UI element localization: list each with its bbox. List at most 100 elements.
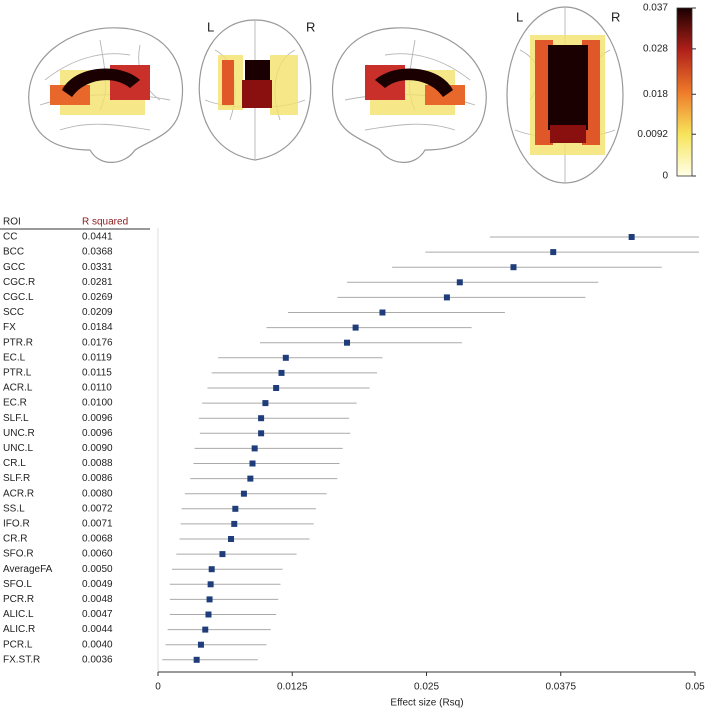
point-estimate xyxy=(249,460,256,467)
colorbar-tick-label: 0.0092 xyxy=(637,129,668,140)
colorbar xyxy=(676,7,693,177)
point-estimate xyxy=(550,249,557,256)
point-estimate xyxy=(258,430,265,437)
value-label: 0.0115 xyxy=(82,368,112,379)
point-estimate xyxy=(352,324,359,331)
point-estimate xyxy=(344,339,351,346)
value-label: 0.0119 xyxy=(82,352,112,363)
roi-label: PCR.R xyxy=(3,594,34,605)
value-label: 0.0088 xyxy=(82,458,113,469)
colorbar-tick-label: 0 xyxy=(662,171,668,182)
roi-label: EC.R xyxy=(3,398,27,409)
roi-label: UNC.L xyxy=(3,443,33,454)
value-label: 0.0441 xyxy=(82,232,113,243)
value-label: 0.0049 xyxy=(82,579,113,590)
roi-label: SFO.R xyxy=(3,549,34,560)
roi-label: CGC.R xyxy=(3,277,35,288)
point-estimate xyxy=(232,505,239,512)
value-label: 0.0110 xyxy=(82,383,112,394)
point-estimate xyxy=(510,264,517,271)
roi-label: UNC.R xyxy=(3,428,35,439)
roi-label: ACR.R xyxy=(3,488,34,499)
value-label: 0.0044 xyxy=(82,624,113,635)
value-label: 0.0060 xyxy=(82,549,113,560)
roi-label: SS.L xyxy=(3,503,25,514)
roi-label: ALIC.R xyxy=(3,624,35,635)
colorbar-tick-label: 0.028 xyxy=(643,44,668,55)
roi-label: CC xyxy=(3,232,17,243)
x-tick-label: 0.0125 xyxy=(277,682,308,693)
roi-label: PTR.L xyxy=(3,368,32,379)
colorbar-tick-label: 0.037 xyxy=(643,3,668,14)
x-tick-label: 0.0375 xyxy=(545,682,576,693)
roi-label: SLF.R xyxy=(3,473,30,484)
value-label: 0.0096 xyxy=(82,413,113,424)
point-estimate xyxy=(208,566,215,573)
roi-label: PCR.L xyxy=(3,639,33,650)
point-estimate xyxy=(379,309,386,316)
value-label: 0.0047 xyxy=(82,609,113,620)
value-label: 0.0209 xyxy=(82,307,113,318)
roi-label: GCC xyxy=(3,262,25,273)
column-header: R squared xyxy=(82,217,128,228)
point-estimate xyxy=(205,611,212,618)
value-label: 0.0080 xyxy=(82,488,113,499)
roi-label: SLF.L xyxy=(3,413,29,424)
point-estimate xyxy=(240,490,247,497)
point-estimate xyxy=(197,641,204,648)
roi-label: FX.ST.R xyxy=(3,654,40,665)
roi-label: ACR.L xyxy=(3,383,33,394)
value-label: 0.0048 xyxy=(82,594,113,605)
value-label: 0.0068 xyxy=(82,534,113,545)
point-estimate xyxy=(456,279,463,286)
point-estimate xyxy=(262,400,269,407)
point-estimate xyxy=(247,475,254,482)
hemisphere-label: L xyxy=(207,19,214,34)
value-label: 0.0050 xyxy=(82,564,113,575)
point-estimate xyxy=(443,294,450,301)
value-label: 0.0269 xyxy=(82,292,113,303)
brain-sagittal-right xyxy=(331,27,487,163)
point-estimate xyxy=(628,234,635,240)
point-estimate xyxy=(206,596,213,603)
point-estimate xyxy=(193,656,200,663)
brain-sagittal-left xyxy=(28,27,184,163)
colorbar-tick-label: 0.018 xyxy=(643,89,668,100)
roi-label: CGC.L xyxy=(3,292,34,303)
point-estimate xyxy=(207,581,214,588)
x-axis-label: Effect size (Rsq) xyxy=(390,698,463,709)
point-estimate xyxy=(228,536,235,542)
roi-label: ALIC.L xyxy=(3,609,34,620)
roi-label: SFO.L xyxy=(3,579,32,590)
roi-label: SCC xyxy=(3,307,24,318)
brain-coronal xyxy=(198,19,312,161)
x-tick-label: 0 xyxy=(155,682,161,693)
value-label: 0.0071 xyxy=(82,519,113,530)
value-label: 0.0176 xyxy=(82,337,113,348)
value-label: 0.0090 xyxy=(82,443,113,454)
point-estimate xyxy=(282,354,289,361)
brain-axial xyxy=(506,6,624,184)
column-header: ROI xyxy=(3,217,21,228)
point-estimate xyxy=(273,385,280,391)
roi-label: CR.R xyxy=(3,534,27,545)
x-tick-label: 0.025 xyxy=(414,682,439,693)
value-label: 0.0184 xyxy=(82,322,113,333)
hemisphere-label: L xyxy=(516,9,523,24)
hemisphere-label: R xyxy=(611,9,620,24)
value-label: 0.0036 xyxy=(82,654,113,665)
value-label: 0.0040 xyxy=(82,639,113,650)
value-label: 0.0100 xyxy=(82,398,113,409)
roi-label: PTR.R xyxy=(3,337,33,348)
roi-label: FX xyxy=(3,322,16,333)
roi-label: AverageFA xyxy=(3,564,53,575)
point-estimate xyxy=(202,626,209,633)
value-label: 0.0096 xyxy=(82,428,113,439)
roi-label: CR.L xyxy=(3,458,26,469)
point-estimate xyxy=(278,369,285,376)
x-tick-label: 0.05 xyxy=(685,682,705,693)
roi-label: EC.L xyxy=(3,352,26,363)
point-estimate xyxy=(219,551,226,558)
value-label: 0.0368 xyxy=(82,247,113,258)
